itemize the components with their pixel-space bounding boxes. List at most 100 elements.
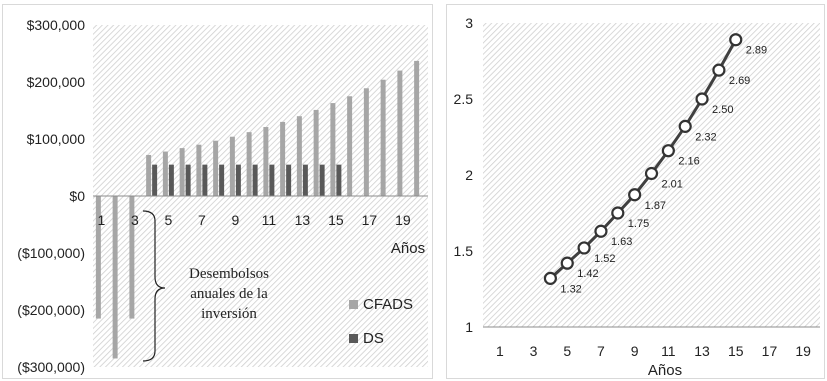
bar-cfads: [363, 88, 369, 196]
bar-cfads: [313, 109, 319, 196]
data-label: 2.32: [695, 131, 716, 143]
data-point: [560, 256, 574, 270]
x-tick-label: 3: [131, 212, 139, 228]
data-label: 1.52: [594, 253, 615, 265]
legend-swatch: [349, 334, 358, 343]
data-label: 2.50: [712, 104, 733, 116]
x-tick-label: 15: [728, 343, 744, 359]
bar-ds: [235, 164, 241, 196]
bar-cfads: [146, 154, 152, 196]
x-tick-label: 1: [97, 212, 105, 228]
bar-ds: [185, 164, 191, 196]
y-tick-label: $0: [69, 188, 85, 204]
x-axis-title: Años: [648, 362, 682, 379]
data-point: [611, 206, 625, 220]
bar-ds: [219, 164, 225, 196]
bar-cfads: [129, 196, 135, 319]
y-tick-label: ($300,000): [17, 359, 85, 375]
bar-ds: [202, 164, 208, 196]
x-tick-label: 19: [795, 343, 811, 359]
bar-ds: [252, 164, 258, 196]
x-tick-label: 13: [295, 212, 311, 228]
y-tick-label: ($200,000): [17, 302, 85, 318]
x-tick-label: 1: [496, 343, 504, 359]
x-tick-label: 5: [563, 343, 571, 359]
bar-cfads: [280, 121, 286, 196]
bar-ds: [302, 164, 308, 196]
x-tick-label: 11: [262, 212, 277, 228]
bar-cfads: [179, 148, 185, 196]
x-axis-title: Años: [391, 240, 425, 257]
data-point: [543, 271, 558, 285]
x-tick-label: 13: [694, 343, 710, 359]
data-label: 2.01: [662, 178, 683, 190]
bar-cfads: [229, 136, 235, 196]
bar-ds: [286, 164, 292, 196]
line-chart: 32.521.511 3 5 7 9 11 13 15 17 19Años1.321.421.52…: [454, 15, 820, 379]
legend-swatch: [349, 300, 358, 309]
data-point: [729, 33, 743, 47]
x-tick-label: 9: [231, 212, 239, 228]
bar-cfads: [414, 60, 420, 196]
x-tick-label: 3: [530, 343, 538, 359]
annotation-text: inversión: [201, 306, 257, 322]
x-tick-label: 15: [328, 212, 344, 228]
data-point: [644, 166, 659, 181]
bar-cfads: [95, 196, 101, 319]
x-tick-label: 7: [597, 343, 605, 359]
bar-cfads: [213, 140, 219, 196]
data-point: [594, 224, 608, 238]
data-label: 1.87: [645, 200, 666, 212]
bar-cfads: [347, 96, 353, 196]
y-tick-label: 2.5: [454, 91, 474, 107]
bar-ds: [336, 164, 342, 196]
x-tick-label: 9: [631, 343, 639, 359]
data-point: [678, 119, 692, 133]
annotation-text: Desembolsos: [189, 266, 269, 282]
bar-ds: [269, 164, 275, 196]
bar-ds: [319, 164, 325, 196]
y-tick-label: $100,000: [27, 131, 86, 147]
data-label: 1.63: [611, 236, 632, 248]
legend-label: CFADS: [363, 296, 413, 313]
x-tick-label: 17: [762, 343, 778, 359]
data-point: [712, 63, 726, 77]
bar-ds: [152, 164, 158, 196]
bar-cfads: [380, 79, 386, 196]
x-tick-label: 17: [362, 212, 378, 228]
y-tick-label: $200,000: [27, 74, 86, 90]
data-point: [661, 144, 675, 158]
bar-cfads: [397, 70, 403, 196]
x-tick-label: 19: [395, 212, 411, 228]
bar-cfads: [196, 144, 202, 196]
x-tick-label: 7: [198, 212, 206, 228]
bar-cfads: [263, 127, 269, 196]
x-tick-label: 11: [661, 343, 676, 359]
data-label: 1.42: [577, 268, 598, 280]
x-tick-label: 5: [164, 212, 172, 228]
bar-cfads: [112, 196, 118, 359]
data-label: 2.16: [678, 156, 699, 168]
data-label: 1.32: [560, 283, 581, 295]
line-chart-panel: 3 2.5 2 1.5 1 1 3 5 7 9 11 13 15 17 19 Años 1.32 1.42 1.52…: [446, 4, 825, 379]
data-point: [628, 188, 642, 202]
y-tick-label: 2: [465, 167, 473, 183]
bar-cfads: [330, 103, 336, 196]
data-point: [695, 92, 709, 106]
annotation-text: anuales de la: [190, 286, 268, 302]
data-label: 2.69: [729, 75, 750, 87]
y-tick-label: 3: [465, 15, 473, 31]
bar-ds: [168, 164, 174, 196]
y-tick-label: $300,000: [27, 17, 86, 33]
bar-cfads: [162, 151, 168, 196]
annotation-brace: [142, 210, 166, 362]
bar-cfads: [246, 132, 252, 196]
bar-chart: $300,000 $200,000 $100,000 $0 ($100,000) ($20…: [17, 17, 428, 375]
legend-label: DS: [363, 330, 384, 347]
bar-chart-panel: $300,000 $200,000 $100,000 $0 ($100,000) ($20…: [2, 4, 433, 379]
data-label: 2.89: [746, 45, 767, 57]
y-tick-label: 1: [465, 319, 473, 335]
y-tick-label: 1.5: [454, 243, 474, 259]
data-point: [577, 241, 591, 255]
y-tick-label: ($100,000): [17, 245, 85, 261]
